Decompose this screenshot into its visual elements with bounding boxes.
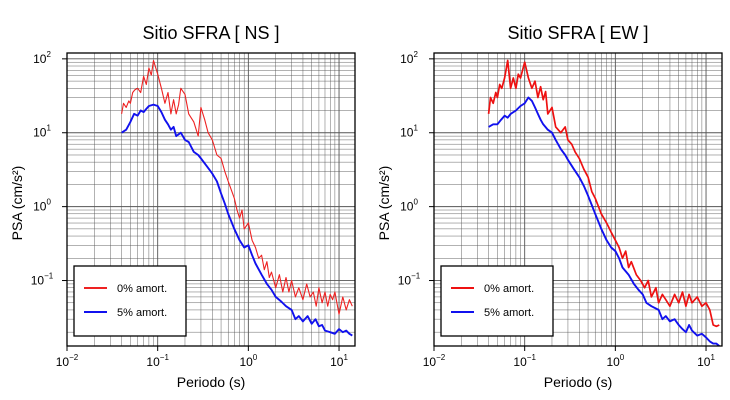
legend: 0% amort. 5% amort.	[440, 265, 554, 337]
x-tick-label: 10−1	[513, 353, 536, 369]
x-tick-label: 10−1	[146, 353, 169, 369]
x-tick-label: 101	[697, 353, 715, 369]
x-tick-label: 10−2	[56, 353, 79, 369]
legend-box	[73, 265, 187, 337]
y-tick-label: 10−1	[398, 272, 421, 288]
y-axis-label: PSA (cm/s²)	[376, 166, 392, 241]
y-tick-label: 102	[400, 50, 418, 66]
chart-title: Sitio SFRA [ NS ]	[142, 23, 279, 43]
plot-frame	[66, 52, 356, 347]
legend-label: 0% amort.	[117, 283, 167, 295]
chart-panel-ew: Sitio SFRA [ EW ] Periodo (s) PSA (cm/s²…	[376, 23, 723, 390]
y-tick-label: 101	[400, 124, 418, 140]
series-line-5-pct	[488, 96, 720, 346]
legend: 0% amort. 5% amort.	[73, 265, 187, 337]
grid	[66, 53, 355, 346]
x-tick-label: 100	[606, 353, 624, 369]
y-tick-label: 101	[33, 124, 51, 140]
chart-panel-ns: Sitio SFRA [ NS ] Periodo (s) PSA (cm/s²…	[9, 23, 356, 390]
legend-label: 5% amort.	[484, 307, 534, 319]
series-line-0-pct	[121, 59, 353, 315]
chart-title: Sitio SFRA [ EW ]	[507, 23, 648, 43]
y-tick-label: 100	[400, 198, 418, 214]
legend-box	[440, 265, 554, 337]
y-tick-label: 10−1	[31, 272, 54, 288]
y-axis-label: PSA (cm/s²)	[9, 166, 25, 241]
y-tick-label: 102	[33, 50, 51, 66]
plot-frame	[433, 52, 723, 347]
x-axis-label: Periodo (s)	[544, 374, 612, 390]
x-tick-label: 10−2	[423, 353, 446, 369]
x-tick-label: 101	[330, 353, 348, 369]
series-line-5-pct	[121, 103, 353, 337]
series-line-0-pct	[487, 59, 720, 328]
legend-label: 5% amort.	[117, 307, 167, 319]
x-tick-label: 100	[239, 353, 257, 369]
y-tick-label: 100	[33, 198, 51, 214]
legend-label: 0% amort.	[484, 283, 534, 295]
x-axis-label: Periodo (s)	[177, 374, 245, 390]
